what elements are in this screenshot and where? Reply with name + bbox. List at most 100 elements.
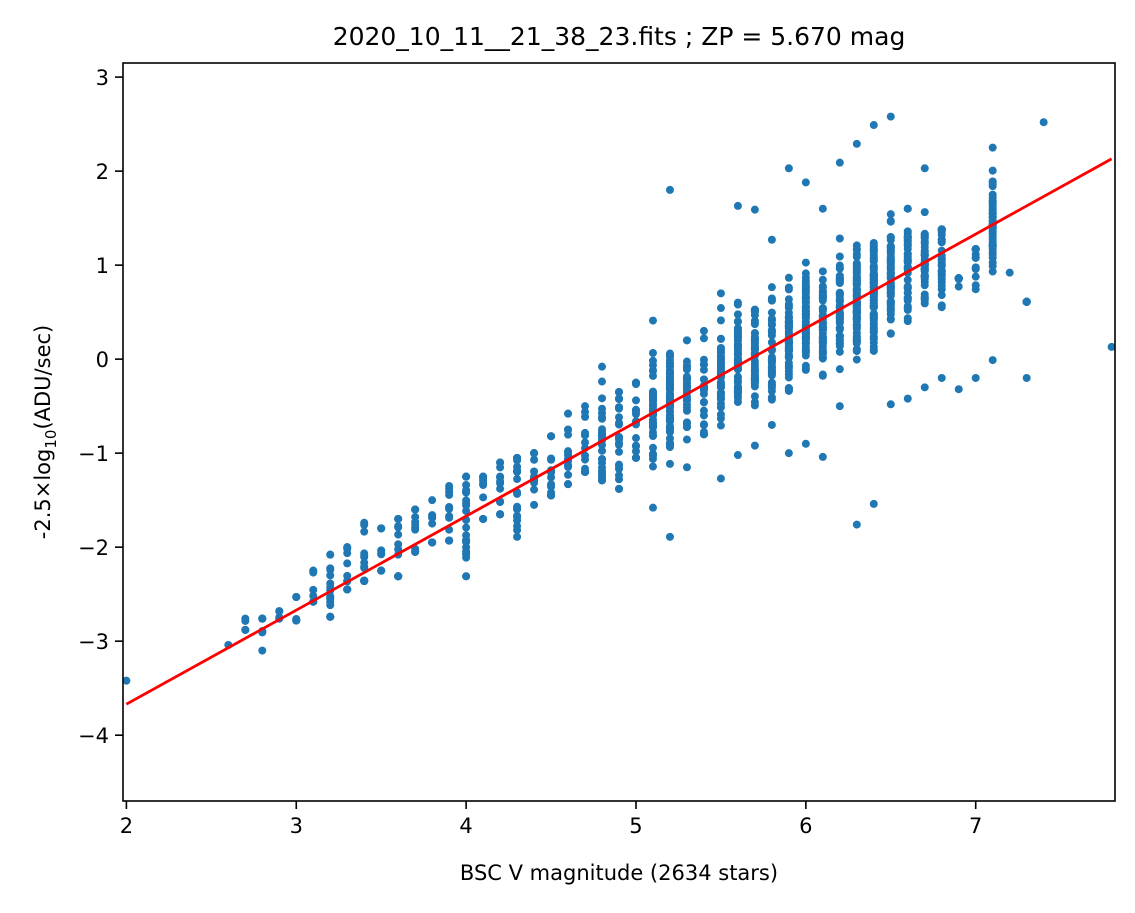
data-point xyxy=(835,340,844,349)
data-point xyxy=(920,281,929,290)
data-point xyxy=(716,351,725,360)
data-point xyxy=(411,523,420,532)
y-tick-label: 0 xyxy=(96,348,109,372)
data-point xyxy=(462,531,471,540)
data-point xyxy=(615,471,623,480)
data-point xyxy=(835,261,844,270)
data-point xyxy=(275,607,284,616)
data-point xyxy=(801,364,810,373)
data-point xyxy=(920,250,929,259)
data-point xyxy=(665,434,674,443)
x-tick-label: 5 xyxy=(629,814,642,838)
data-point xyxy=(920,164,929,173)
data-point xyxy=(598,430,607,439)
data-point xyxy=(648,356,657,365)
data-point xyxy=(665,373,674,382)
data-point xyxy=(682,383,691,392)
data-point xyxy=(767,371,776,380)
data-point xyxy=(241,616,250,625)
data-point xyxy=(615,403,623,412)
data-point xyxy=(835,402,844,411)
data-point xyxy=(479,493,488,502)
data-point xyxy=(309,585,318,594)
data-point xyxy=(716,421,725,430)
data-point xyxy=(784,343,793,352)
data-point xyxy=(394,572,403,581)
data-point xyxy=(615,484,623,493)
data-point xyxy=(818,371,827,380)
data-point xyxy=(750,379,759,388)
data-point xyxy=(920,230,929,239)
data-point xyxy=(496,479,505,488)
data-point xyxy=(733,451,742,460)
data-point xyxy=(394,530,403,539)
data-point xyxy=(394,522,403,531)
data-point xyxy=(716,410,725,419)
x-tick-label: 2 xyxy=(120,814,133,838)
y-axis-ticks: 3 2 1 0 −1 −2 −3 −4 xyxy=(78,66,123,748)
data-point xyxy=(462,523,471,532)
x-tick-label: 3 xyxy=(290,814,303,838)
data-point xyxy=(513,489,522,498)
data-point xyxy=(326,565,335,574)
data-point xyxy=(445,490,454,499)
data-point xyxy=(733,341,742,350)
data-point xyxy=(954,274,963,283)
data-point xyxy=(682,361,691,370)
data-point xyxy=(886,315,895,324)
data-point xyxy=(581,428,590,437)
data-point xyxy=(988,190,997,199)
data-point xyxy=(665,414,674,423)
data-point xyxy=(886,233,895,242)
data-point xyxy=(360,527,369,536)
data-point xyxy=(954,282,963,291)
data-point xyxy=(682,336,691,345)
data-point xyxy=(920,299,929,308)
data-point xyxy=(309,568,318,577)
data-point xyxy=(631,396,640,405)
data-point xyxy=(241,625,250,634)
data-point xyxy=(767,420,776,429)
data-point xyxy=(869,278,878,287)
data-point xyxy=(665,351,674,360)
data-point xyxy=(530,449,539,458)
data-point xyxy=(818,329,827,338)
data-point xyxy=(903,394,912,403)
data-point xyxy=(665,185,674,194)
data-point xyxy=(767,393,776,402)
data-point xyxy=(988,253,997,262)
data-point xyxy=(716,361,725,370)
data-point xyxy=(801,439,810,448)
data-point xyxy=(682,419,691,428)
data-point xyxy=(767,331,776,340)
data-point xyxy=(818,349,827,358)
data-point xyxy=(784,449,793,458)
data-point xyxy=(513,502,522,511)
data-point xyxy=(343,544,352,553)
data-point xyxy=(598,466,607,475)
data-point xyxy=(852,355,861,364)
data-point xyxy=(903,296,912,305)
data-point xyxy=(750,307,759,316)
data-point xyxy=(615,388,623,397)
data-point xyxy=(716,334,725,343)
data-point xyxy=(530,485,539,494)
data-point xyxy=(767,308,776,317)
data-point xyxy=(682,372,691,381)
data-point xyxy=(886,272,895,281)
data-point xyxy=(343,559,352,568)
y-tick-label: 1 xyxy=(96,254,109,278)
data-point xyxy=(886,299,895,308)
data-point xyxy=(648,443,657,452)
data-point xyxy=(886,307,895,316)
data-point xyxy=(903,240,912,249)
x-tick-label: 6 xyxy=(799,814,812,838)
data-point xyxy=(513,522,522,531)
data-point xyxy=(920,264,929,273)
x-tick-label: 4 xyxy=(459,814,472,838)
data-point xyxy=(581,402,590,411)
data-point xyxy=(801,348,810,357)
data-point xyxy=(547,432,556,441)
data-point xyxy=(581,455,590,464)
